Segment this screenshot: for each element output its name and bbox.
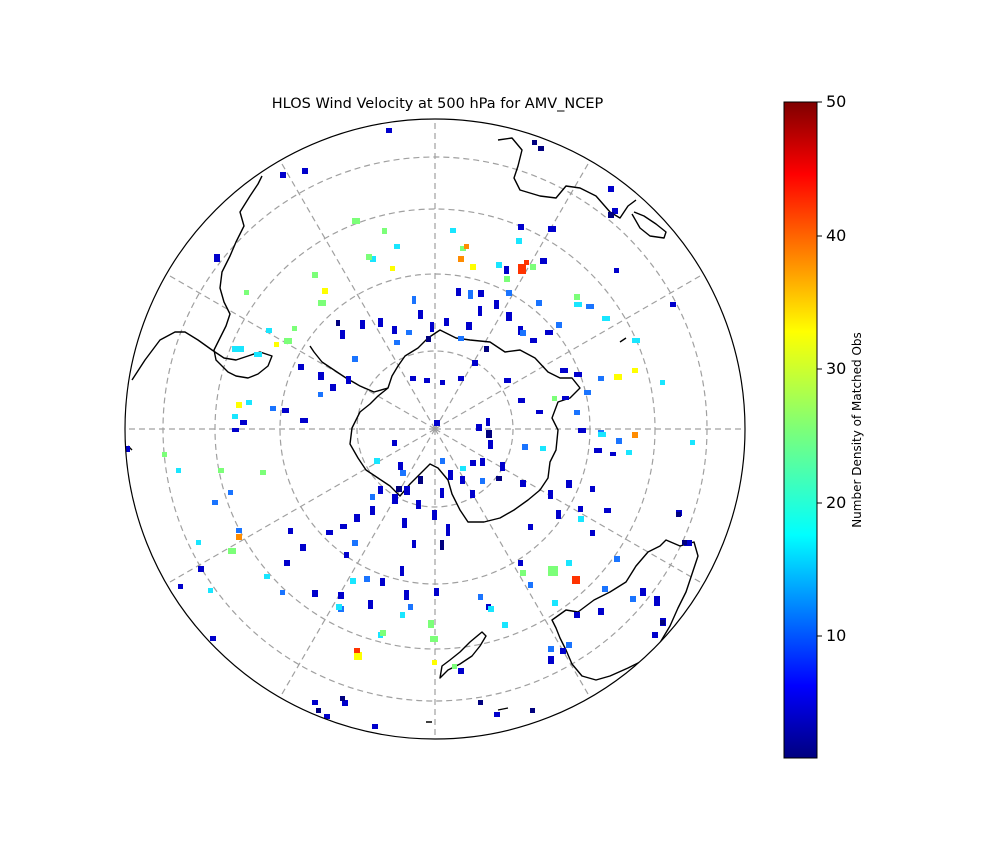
coastline-antarctica bbox=[349, 329, 581, 523]
coastline-south-america bbox=[131, 175, 273, 381]
map-boundary bbox=[124, 118, 746, 740]
colorbar-tick-label: 10 bbox=[826, 626, 846, 645]
figure-title: HLOS Wind Velocity at 500 hPa for AMV_NC… bbox=[271, 96, 604, 112]
coastline-new-zealand bbox=[439, 631, 487, 679]
colorbar-label: Number Density of Matched Obs bbox=[850, 332, 864, 528]
colorbar: 10 20 30 40 50 bbox=[783, 92, 846, 759]
colorbar-label-wrap: Number Density of Matched Obs bbox=[842, 102, 872, 758]
map-axes bbox=[124, 118, 746, 740]
coastline-antarctic-peninsula bbox=[309, 345, 389, 393]
colorbar-tick-label: 40 bbox=[826, 226, 846, 245]
colorbar-tick-label: 50 bbox=[826, 92, 846, 111]
observation-cells bbox=[126, 128, 695, 729]
colorbar-gradient bbox=[783, 101, 818, 759]
coastlines bbox=[127, 137, 699, 723]
graticule bbox=[125, 119, 745, 739]
coastline-madagascar bbox=[631, 211, 667, 239]
colorbar-tick-label: 20 bbox=[826, 493, 846, 512]
coastline-australia bbox=[551, 539, 699, 681]
coastline-small-islands bbox=[127, 337, 627, 723]
colorbar-tick-label: 30 bbox=[826, 359, 846, 378]
coastline-africa bbox=[497, 137, 637, 219]
